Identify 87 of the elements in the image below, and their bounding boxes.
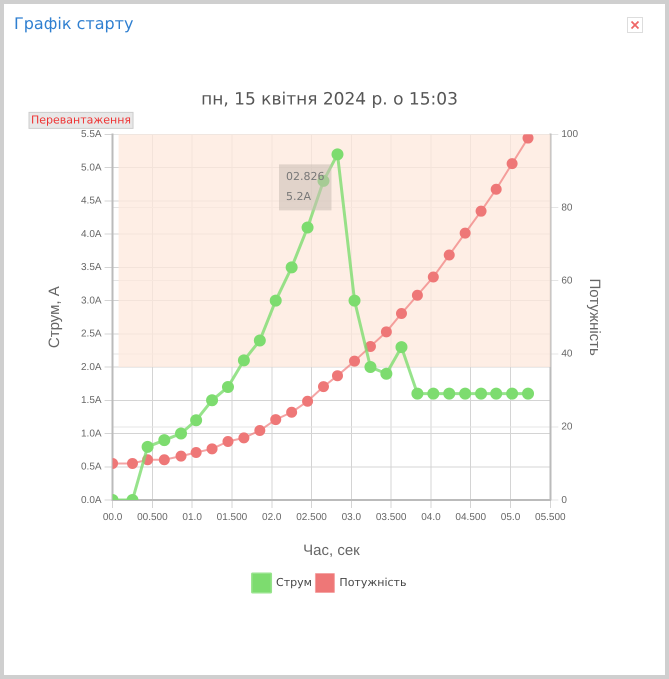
point <box>444 250 455 261</box>
y-tick-label: 4.5A <box>80 196 102 207</box>
point <box>506 158 518 170</box>
point <box>254 425 266 436</box>
y2-tick-label: 60 <box>561 275 573 286</box>
y-tick-label: 1.5A <box>80 395 102 406</box>
y-tick-label: 2.0A <box>80 362 102 373</box>
y-tick-label: 3.0A <box>80 295 102 306</box>
point <box>302 221 314 234</box>
point <box>506 388 518 400</box>
point <box>206 443 218 454</box>
point <box>302 396 314 407</box>
point <box>348 294 361 307</box>
y-tick-label: 5.5A <box>80 129 102 140</box>
x-tick-label: 00.500 <box>137 512 168 523</box>
x-tick-label: 01.500 <box>216 512 248 523</box>
point <box>286 406 298 418</box>
point <box>428 271 439 282</box>
point <box>411 388 424 400</box>
y-tick-label: 3.5A <box>80 262 102 274</box>
point <box>270 294 282 307</box>
x-tick-label: 04.500 <box>455 512 486 523</box>
point <box>412 290 423 301</box>
point <box>206 394 218 406</box>
y-tick-label: 0.5A <box>80 462 102 473</box>
point <box>318 381 329 392</box>
y-tick-label: 5.0A <box>80 162 102 174</box>
legend-label: Потужність <box>339 576 406 589</box>
y2-tick-label: 100 <box>561 129 578 140</box>
point <box>176 450 187 462</box>
x-tick-label: 03.500 <box>376 512 407 523</box>
chart-title: Графік старту <box>14 14 134 33</box>
x-tick-label: 05.0 <box>500 512 521 523</box>
point <box>380 368 392 380</box>
y-tick-label: 2.5A <box>80 328 102 340</box>
chart-subtitle: пн, 15 квітня 2024 р. о 15:03 <box>201 90 458 110</box>
y-tick-label: 4.0A <box>80 228 102 240</box>
y2-tick-label: 0 <box>561 494 568 506</box>
x-tick-label: 05.500 <box>535 512 566 523</box>
point <box>443 388 456 400</box>
annotation: 02.826 5.2A <box>286 170 325 204</box>
x-axis-title: Час, сек <box>303 542 360 560</box>
x-tick-label: 03.0 <box>342 512 362 523</box>
point <box>522 388 534 400</box>
y2-tick-label: 40 <box>561 348 573 360</box>
band-label: Перевантаження <box>31 113 132 126</box>
y-axis-title: Струм, А <box>46 286 64 348</box>
point <box>190 414 202 426</box>
point <box>459 388 472 400</box>
point <box>332 370 343 382</box>
point <box>380 326 392 338</box>
y2-tick-label: 80 <box>561 202 573 214</box>
point <box>349 356 360 367</box>
x-tick-label: 00.0 <box>102 512 123 523</box>
point <box>126 458 138 469</box>
point <box>238 354 250 366</box>
point <box>158 434 170 446</box>
point <box>222 436 234 448</box>
point <box>522 134 534 144</box>
x-tick-label: 02.500 <box>296 512 328 523</box>
point <box>270 414 282 426</box>
y2-axis-title: Потужність <box>586 278 603 356</box>
point <box>142 440 154 453</box>
point <box>238 432 250 444</box>
y-tick-label: 1.0A <box>80 428 102 440</box>
point <box>190 446 202 458</box>
point <box>475 388 488 400</box>
point <box>490 184 502 195</box>
point <box>395 341 408 354</box>
point <box>175 428 188 440</box>
point <box>476 206 487 217</box>
point <box>396 308 407 320</box>
y2-tick-label: 20 <box>561 422 573 433</box>
x-tick-label: 02.0 <box>262 512 282 523</box>
y-tick-label: 0.0A <box>80 494 102 506</box>
point <box>460 228 471 239</box>
point <box>364 361 376 374</box>
x-tick-label: 04.0 <box>421 512 442 523</box>
x-tick-label: 01.0 <box>182 512 202 523</box>
point <box>158 454 170 466</box>
point <box>286 261 298 274</box>
point <box>490 388 502 400</box>
legend-label: Струм <box>276 576 312 589</box>
point <box>331 148 344 160</box>
point <box>427 388 440 400</box>
point <box>254 334 266 346</box>
point <box>222 380 234 393</box>
